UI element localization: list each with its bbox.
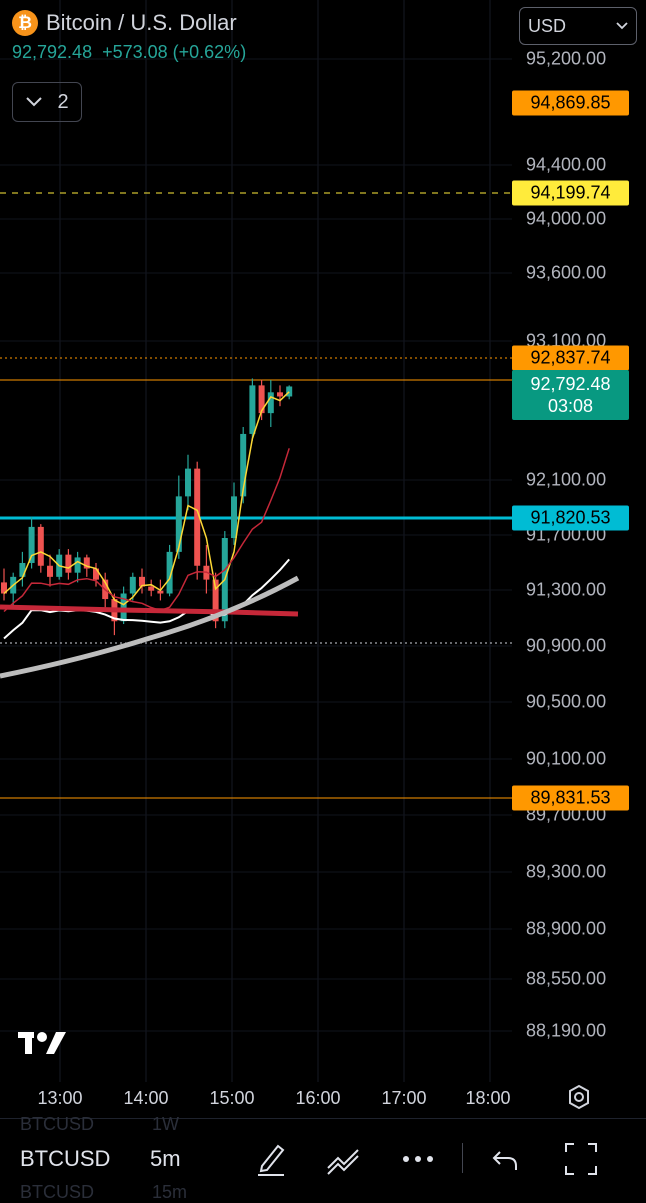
price-axis-label: 88,900.00	[526, 918, 607, 939]
price-axis-label: 94,400.00	[526, 154, 607, 175]
time-axis-label: 18:00	[465, 1088, 511, 1108]
candle-body	[19, 562, 26, 577]
time-axis-label: 13:00	[37, 1088, 83, 1108]
candle-body	[185, 468, 191, 497]
candle-body	[166, 551, 173, 594]
ghost-symbol-above: BTCUSD	[20, 1114, 95, 1134]
price-tag: 92,837.74	[512, 345, 629, 371]
price-axis-label: 90,500.00	[526, 691, 607, 712]
candle-body	[74, 557, 81, 573]
pencil-draw-icon[interactable]	[254, 1140, 288, 1178]
candle-body	[157, 590, 164, 594]
moving-average-line	[0, 604, 299, 617]
candle-body	[277, 392, 283, 397]
fullscreen-icon[interactable]	[562, 1140, 600, 1178]
price-change: +573.08 (+0.62%)	[102, 42, 247, 62]
candle-body	[65, 554, 72, 573]
currency-value: USD	[528, 15, 567, 36]
candle-body	[28, 526, 35, 563]
candle-body	[286, 386, 293, 397]
candle-body	[1, 582, 7, 594]
trend-lines-icon[interactable]	[324, 1140, 362, 1178]
price-tag: 94,199.74	[512, 180, 629, 206]
ghost-symbol-below: BTCUSD	[20, 1182, 95, 1202]
interval-button[interactable]: 5m	[150, 1146, 181, 1171]
price-axis-label: 94,000.00	[526, 208, 607, 229]
price-axis-label: 91,300.00	[526, 579, 607, 600]
more-options-icon[interactable]	[398, 1140, 438, 1178]
moving-average-line	[3, 391, 290, 606]
indicator-count: 2	[57, 90, 69, 113]
settings-icon[interactable]	[566, 1084, 592, 1110]
ghost-interval-below: 15m	[152, 1182, 188, 1202]
undo-icon[interactable]	[490, 1140, 522, 1178]
candle-body	[267, 392, 274, 414]
currency-select[interactable]: USD	[519, 7, 637, 45]
price-tag: 89,831.53	[512, 785, 629, 811]
current-price: 92,792.48	[530, 374, 611, 394]
tradingview-logo-icon	[18, 1032, 66, 1054]
candle-body	[240, 433, 247, 497]
time-axis-label: 17:00	[381, 1088, 427, 1108]
candle-body	[249, 385, 256, 434]
candle-body	[148, 586, 155, 591]
current-price-tag: 92,792.48 03:08	[512, 370, 629, 420]
ghost-interval-above: 1W	[152, 1114, 179, 1134]
chart-area[interactable]	[0, 0, 646, 1082]
candle-body	[212, 579, 219, 622]
price-axis-label: 90,100.00	[526, 748, 607, 769]
symbol-header: ₿ Bitcoin / U.S. Dollar 92,792.48 +573.0…	[12, 10, 246, 63]
price-axis-label: 88,550.00	[526, 968, 607, 989]
moving-average-line	[3, 558, 290, 640]
chevron-down-icon	[26, 97, 43, 107]
candle-body	[175, 496, 182, 552]
candle-body	[139, 576, 145, 587]
symbol-title[interactable]: Bitcoin / U.S. Dollar	[46, 10, 237, 35]
bitcoin-icon: ₿	[12, 10, 38, 36]
price-tag: 91,820.53	[512, 505, 629, 531]
time-axis-label: 16:00	[295, 1088, 341, 1108]
candle-body	[37, 526, 44, 566]
price-chart[interactable]	[0, 0, 646, 1082]
time-axis-label: 15:00	[209, 1088, 255, 1108]
last-price: 92,792.48	[12, 42, 93, 62]
candle-body	[231, 496, 237, 538]
price-axis-label: 88,190.00	[526, 1020, 607, 1041]
candle-body	[47, 565, 53, 577]
symbol-button[interactable]: BTCUSD	[20, 1146, 111, 1171]
price-axis-label: 95,200.00	[526, 48, 607, 69]
price-tag: 94,869.85	[512, 90, 629, 116]
candle-body	[129, 576, 136, 594]
price-axis-label: 93,600.00	[526, 262, 607, 283]
bottom-toolbar	[0, 1118, 646, 1201]
chevron-down-icon	[616, 22, 628, 30]
candle-body	[194, 468, 201, 566]
price-axis-label: 90,900.00	[526, 635, 607, 656]
price-axis-label: 92,100.00	[526, 469, 607, 490]
indicators-collapse-button[interactable]: 2	[12, 82, 82, 122]
toolbar-divider	[462, 1143, 463, 1173]
moving-average-line	[0, 575, 300, 679]
moving-average-line	[3, 448, 290, 613]
candle-body	[120, 593, 127, 622]
candle-body	[83, 557, 90, 569]
candle-body	[93, 568, 99, 580]
time-axis-label: 14:00	[123, 1088, 169, 1108]
bar-countdown: 03:08	[547, 396, 594, 416]
price-axis-label: 89,300.00	[526, 861, 607, 882]
candle-body	[258, 385, 265, 414]
